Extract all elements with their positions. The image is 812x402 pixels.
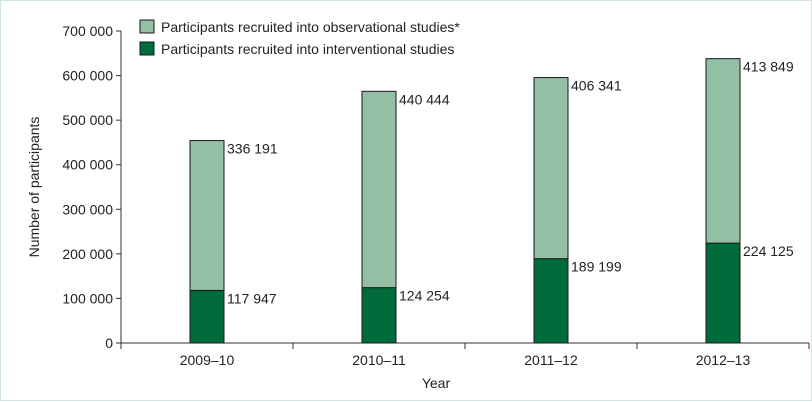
- data-label-observational: 440 444: [399, 91, 450, 107]
- y-tick-label: 500 000: [62, 112, 113, 128]
- x-tick-label: 2011–12: [524, 352, 578, 368]
- data-label-observational: 413 849: [743, 59, 794, 75]
- data-label-observational: 336 191: [227, 141, 278, 157]
- y-tick-label: 600 000: [62, 68, 113, 84]
- y-tick-label: 700 000: [62, 23, 113, 39]
- y-axis: 0 100 000 200 000 300 000 400 000 500 000 600 …: [62, 23, 122, 351]
- data-label-interventional: 124 254: [399, 288, 450, 304]
- bar-interventional: [533, 258, 569, 344]
- bars: [189, 58, 741, 344]
- x-axis-title: Year: [422, 375, 451, 391]
- legend: Participants recruited into observationa…: [139, 19, 460, 57]
- legend-swatch-observational: [139, 19, 155, 34]
- x-tick-label: 2009–10: [180, 352, 235, 368]
- x-tick-label: 2012–13: [696, 352, 751, 368]
- x-tick-label: 2010–11: [352, 352, 406, 368]
- y-tick-label: 200 000: [62, 246, 113, 262]
- bar-interventional: [361, 287, 397, 344]
- x-axis: 2009–10 2010–11 2011–12 2012–13: [120, 342, 810, 368]
- legend-label-interventional: Participants recruited into intervention…: [161, 41, 454, 57]
- bar-observational: [705, 58, 741, 244]
- data-label-interventional: 224 125: [743, 243, 794, 259]
- legend-swatch-interventional: [139, 41, 155, 56]
- y-tick-label: 100 000: [62, 290, 113, 306]
- bar-observational: [533, 77, 569, 260]
- bar-observational: [189, 140, 225, 291]
- data-labels: 117 947 336 191 124 254 440 444 189 199 406 3…: [227, 59, 794, 307]
- data-label-observational: 406 341: [571, 78, 622, 94]
- y-tick-label: 300 000: [62, 201, 113, 217]
- y-tick-label: 400 000: [62, 157, 113, 173]
- y-axis-title: Number of participants: [26, 117, 42, 258]
- data-label-interventional: 189 199: [571, 259, 622, 275]
- legend-label-observational: Participants recruited into observationa…: [161, 19, 460, 35]
- y-tick-label: 0: [105, 335, 113, 351]
- bar-interventional: [705, 242, 741, 344]
- bar-interventional: [189, 289, 225, 344]
- data-label-interventional: 117 947: [227, 290, 277, 306]
- bar-observational: [361, 90, 397, 289]
